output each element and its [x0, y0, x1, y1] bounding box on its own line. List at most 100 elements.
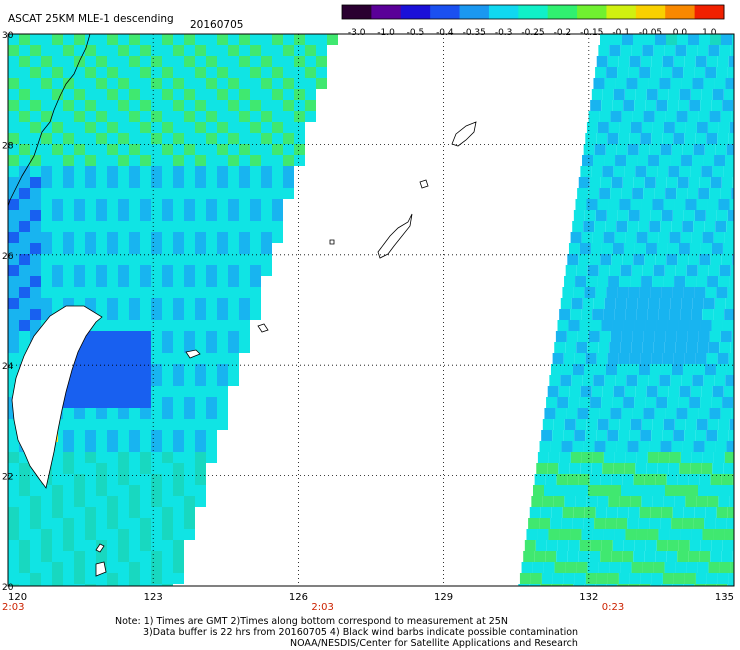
swath-cell	[721, 34, 732, 45]
swath-cell	[699, 34, 710, 45]
swath-cell	[184, 276, 195, 287]
swath-cell	[600, 254, 612, 265]
swath-cell	[606, 584, 618, 586]
swath-cell	[250, 177, 261, 188]
swath-cell	[30, 221, 41, 232]
swath-cell	[140, 562, 151, 573]
swath-cell	[140, 89, 151, 100]
swath-cell	[162, 232, 173, 243]
swath-cell	[576, 265, 588, 276]
swath-cell	[587, 265, 599, 276]
swath-cell	[217, 419, 228, 430]
swath-cell	[541, 430, 553, 441]
swath-cell	[162, 408, 173, 419]
swath-cell	[118, 144, 129, 155]
swath-cell	[19, 133, 30, 144]
swath-cell	[283, 89, 294, 100]
swath-cell	[217, 386, 228, 397]
swath-cell	[563, 430, 575, 441]
swath-cell	[30, 199, 41, 210]
swath-cell	[184, 386, 195, 397]
swath-cell	[657, 386, 669, 397]
swath-cell	[261, 100, 272, 111]
swath-cell	[696, 419, 708, 430]
swath-cell	[272, 166, 283, 177]
swath-cell	[8, 452, 19, 463]
swath-cell	[173, 100, 184, 111]
swath-cell	[8, 56, 19, 67]
swath-cell	[654, 331, 666, 342]
swath-cell	[621, 331, 633, 342]
swath-cell	[217, 78, 228, 89]
swath-cell	[217, 287, 228, 298]
swath-cell	[85, 221, 96, 232]
swath-cell	[63, 540, 74, 551]
swath-cell	[294, 78, 305, 89]
swath-cell	[217, 375, 228, 386]
swath-cell	[615, 78, 627, 89]
swath-cell	[600, 177, 612, 188]
swath-cell	[85, 166, 96, 177]
swath-cell	[151, 320, 162, 331]
swath-cell	[656, 540, 668, 551]
swath-cell	[162, 78, 173, 89]
swath-cell	[617, 287, 629, 298]
swath-cell	[151, 89, 162, 100]
swath-cell	[107, 331, 118, 342]
swath-cell	[96, 342, 107, 353]
swath-cell	[151, 496, 162, 507]
swath-cell	[85, 463, 96, 474]
swath-cell	[162, 254, 173, 265]
swath-cell	[228, 122, 239, 133]
swath-cell	[584, 584, 596, 586]
swath-cell	[228, 364, 239, 375]
swath-cell	[608, 276, 620, 287]
swath-cell	[162, 155, 173, 166]
swath-cell	[619, 419, 631, 430]
swath-cell	[151, 287, 162, 298]
coastlines	[8, 34, 477, 577]
swath-cell	[118, 441, 129, 452]
swath-cell	[614, 452, 626, 463]
swath-cell	[641, 496, 653, 507]
swath-cell	[41, 276, 52, 287]
swath-cell	[8, 331, 19, 342]
swath-cell	[85, 342, 96, 353]
swath-cell	[85, 562, 96, 573]
swath-cell	[729, 122, 734, 133]
swath-cell	[118, 210, 129, 221]
swath-cell	[626, 155, 638, 166]
swath-cell	[707, 199, 719, 210]
swath-cell	[140, 309, 151, 320]
swath-cell	[173, 309, 184, 320]
swath-cell	[631, 562, 643, 573]
swath-cell	[85, 67, 96, 78]
swath-cell	[206, 34, 217, 45]
swath-cell	[30, 155, 41, 166]
swath-cell	[206, 353, 217, 364]
swath-cell	[574, 430, 586, 441]
swath-cell	[217, 89, 228, 100]
swath-cell	[663, 199, 675, 210]
swath-cell	[717, 353, 729, 364]
swath-cell	[728, 430, 734, 441]
swath-cell	[648, 298, 660, 309]
swath-cell	[551, 507, 563, 518]
swath-cell	[283, 78, 294, 89]
swath-cell	[552, 573, 564, 584]
swath-cell	[597, 419, 609, 430]
swath-cell	[96, 166, 107, 177]
swath-cell	[228, 298, 239, 309]
swath-cell	[704, 221, 716, 232]
swath-cell	[611, 254, 623, 265]
swath-cell	[107, 166, 118, 177]
swath-cell	[588, 188, 600, 199]
swath-cell	[644, 474, 656, 485]
note-line-1: Note: 1) Times are GMT 2)Times along bot…	[115, 616, 508, 627]
swath-cell	[195, 276, 206, 287]
swath-cell	[140, 265, 151, 276]
swath-cell	[594, 518, 606, 529]
swath-cell	[228, 375, 239, 386]
swath-cell	[74, 419, 85, 430]
taiwan-island	[11, 305, 103, 489]
